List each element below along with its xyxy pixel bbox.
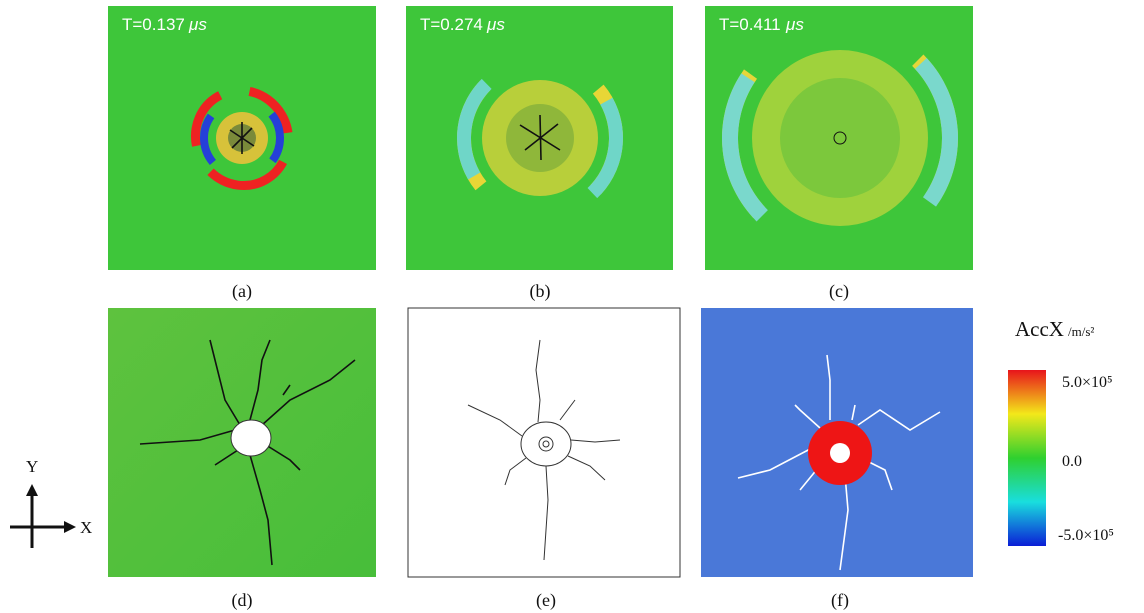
time-label: T=0.411 [719, 15, 781, 34]
colorbar-label: 0.0 [1062, 453, 1082, 470]
time-unit: μs [785, 15, 804, 34]
panel-e [408, 308, 680, 577]
figure: T=0.137 μs (a) T=0.274 μs (b) T=0.411 μs… [0, 0, 1144, 613]
axis-label: X [80, 518, 92, 537]
panel-d [108, 308, 376, 577]
panel-label: (d) [232, 590, 253, 611]
panel-label: (b) [530, 281, 551, 302]
time-unit: μs [188, 15, 207, 34]
panel-label: (a) [232, 281, 252, 302]
time-label: T=0.137 [122, 15, 185, 34]
colorbar [1008, 370, 1046, 546]
colorbar-label: 5.0×10⁵ [1062, 374, 1113, 391]
axes-indicator [10, 484, 76, 548]
panel-f [701, 308, 973, 577]
time-unit: μs [486, 15, 505, 34]
time-label: T=0.274 [420, 15, 483, 34]
panel-b: T=0.274 μs [406, 6, 673, 270]
colorbar-title: AccX [1015, 317, 1064, 341]
colorbar-label: -5.0×10⁵ [1058, 527, 1114, 544]
panel-label: (e) [536, 590, 556, 611]
panel-a: T=0.137 μs [108, 6, 376, 270]
colorbar-unit: /m/s² [1068, 324, 1094, 339]
axis-label: Y [26, 457, 38, 476]
panel-label: (f) [831, 590, 849, 611]
panel-label: (c) [829, 281, 849, 302]
panel-c: T=0.411 μs [684, 0, 995, 294]
